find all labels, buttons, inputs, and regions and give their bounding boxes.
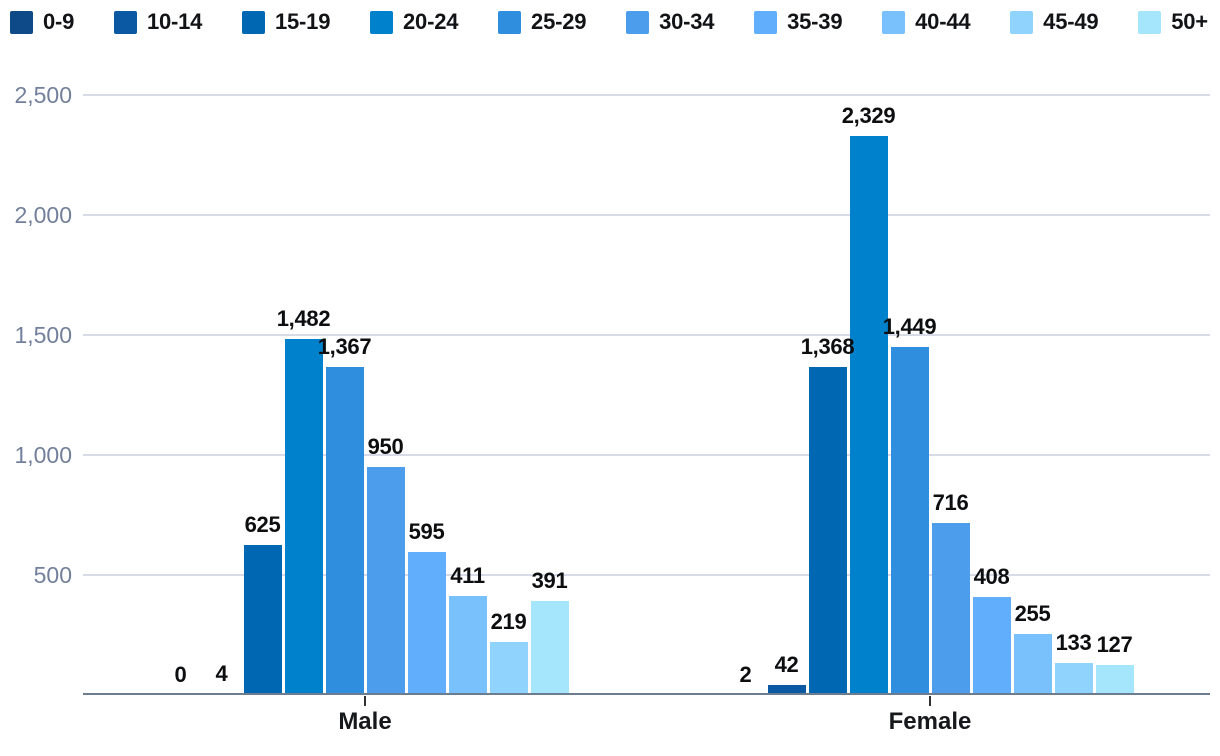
value-label-male-10-14: 4 — [215, 661, 228, 686]
value-label-female-45-49: 133 — [1055, 630, 1092, 655]
gridline-2-500 — [83, 94, 1210, 96]
value-label-male-25-29: 1,367 — [317, 334, 372, 359]
gridline-2-000 — [83, 214, 1210, 216]
legend-label-10-14: 10-14 — [146, 9, 203, 34]
legend-swatch-icon-15-19 — [241, 10, 265, 34]
legend-label-50plus: 50+ — [1171, 9, 1208, 34]
bar-female-45-49[interactable] — [1054, 663, 1093, 695]
x-axis-line — [83, 693, 1210, 695]
bar-male-40-44[interactable] — [448, 596, 487, 695]
legend-swatch-icon-50plus — [1138, 10, 1162, 34]
bar-female-15-19[interactable] — [808, 367, 847, 695]
legend-item-10-14[interactable]: 10-14 — [113, 9, 203, 35]
value-label-female-30-34: 716 — [932, 490, 969, 515]
legend-swatch-icon-10-14 — [113, 10, 137, 34]
value-label-male-30-34: 950 — [367, 434, 404, 459]
legend-swatch-icon-30-34 — [626, 10, 650, 34]
legend-item-0-9[interactable]: 0-9 — [10, 9, 74, 35]
value-label-male-35-39: 595 — [408, 519, 445, 544]
bar-male-20-24[interactable] — [284, 339, 323, 695]
legend-swatch-icon-25-29 — [498, 10, 522, 34]
legend-item-35-39[interactable]: 35-39 — [754, 9, 843, 35]
category-label-female: Female — [888, 708, 972, 735]
bar-female-30-34[interactable] — [931, 523, 970, 695]
y-axis-tick-label-500: 500 — [33, 562, 72, 588]
bar-female-50plus[interactable] — [1095, 665, 1134, 695]
value-label-female-15-19: 1,368 — [800, 334, 855, 359]
value-label-male-15-19: 625 — [244, 512, 281, 537]
bar-male-15-19[interactable] — [243, 545, 282, 695]
value-label-female-0-9: 2 — [739, 662, 752, 687]
legend-item-30-34[interactable]: 30-34 — [626, 9, 715, 35]
gridline-500 — [83, 574, 1210, 576]
value-label-male-40-44: 411 — [450, 563, 485, 588]
bar-female-25-29[interactable] — [890, 347, 929, 695]
value-label-female-35-39: 408 — [973, 564, 1010, 589]
bar-female-40-44[interactable] — [1013, 634, 1052, 695]
value-label-female-20-24: 2,329 — [841, 103, 896, 128]
y-axis-tick-label-2-000: 2,000 — [14, 202, 72, 228]
y-axis-tick-label-2-500: 2,500 — [14, 82, 72, 108]
gridline-1-500 — [83, 334, 1210, 336]
legend-label-45-49: 45-49 — [1043, 9, 1099, 34]
bar-female-20-24[interactable] — [849, 136, 888, 695]
legend-label-20-24: 20-24 — [403, 9, 459, 34]
value-label-male-0-9: 0 — [174, 662, 187, 687]
legend-swatch-icon-20-24 — [370, 10, 394, 34]
legend-label-25-29: 25-29 — [531, 9, 587, 34]
legend-label-40-44: 40-44 — [915, 9, 971, 34]
legend-item-40-44[interactable]: 40-44 — [882, 9, 971, 35]
bar-male-25-29[interactable] — [325, 367, 364, 695]
legend-label-35-39: 35-39 — [787, 9, 843, 34]
value-label-female-40-44: 255 — [1014, 601, 1051, 626]
value-label-female-50plus: 127 — [1096, 632, 1133, 657]
value-label-female-10-14: 42 — [774, 652, 799, 677]
legend: 0-9 10-14 15-19 20-24 25-29 30-34 35-39 40-44 45… — [10, 9, 1208, 35]
bar-male-30-34[interactable] — [366, 467, 405, 695]
legend-item-45-49[interactable]: 45-49 — [1010, 9, 1099, 35]
category-label-male: Male — [338, 708, 392, 735]
value-label-male-20-24: 1,482 — [276, 306, 331, 331]
legend-item-50plus[interactable]: 50+ — [1138, 9, 1208, 35]
legend-swatch-icon-35-39 — [754, 10, 778, 34]
bar-female-10-14[interactable] — [767, 685, 806, 695]
y-axis-tick-label-1-000: 1,000 — [14, 442, 72, 468]
gridline-1-000 — [83, 454, 1210, 456]
legend-label-0-9: 0-9 — [43, 9, 75, 34]
x-axis-tick-female — [929, 696, 931, 706]
legend-label-30-34: 30-34 — [659, 9, 715, 34]
x-axis-tick-male — [364, 696, 366, 706]
legend-swatch-icon-0-9 — [10, 10, 33, 34]
bar-male-35-39[interactable] — [407, 552, 446, 695]
legend-item-25-29[interactable]: 25-29 — [498, 9, 587, 35]
value-label-male-50plus: 391 — [531, 568, 568, 593]
bar-female-35-39[interactable] — [972, 597, 1011, 695]
legend-label-15-19: 15-19 — [274, 9, 331, 34]
bar-male-50plus[interactable] — [530, 601, 569, 695]
value-label-female-25-29: 1,449 — [882, 314, 937, 339]
legend-swatch-icon-40-44 — [882, 10, 906, 34]
legend-item-20-24[interactable]: 20-24 — [370, 9, 458, 35]
y-axis-tick-label-1-500: 1,500 — [14, 322, 72, 348]
legend-item-15-19[interactable]: 15-19 — [241, 9, 331, 35]
value-label-male-45-49: 219 — [490, 609, 527, 634]
legend-swatch-icon-45-49 — [1010, 10, 1034, 34]
bar-male-45-49[interactable] — [489, 642, 528, 695]
